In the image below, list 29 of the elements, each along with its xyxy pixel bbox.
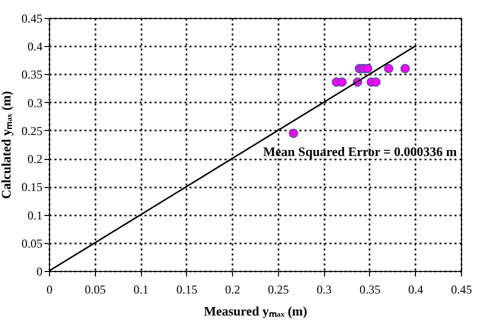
point <box>337 77 347 87</box>
y-tick-label: 0.1 <box>28 208 42 222</box>
x-axis-title: Measured yₘₐₓ (m) <box>204 304 308 318</box>
x-tick-label: 0.1 <box>134 282 149 296</box>
point <box>400 64 410 74</box>
y-tick-label: 0.25 <box>22 124 42 138</box>
y-tick-label: 0.45 <box>22 12 42 26</box>
y-tick-label: 0.2 <box>28 152 42 166</box>
point <box>288 128 298 138</box>
point <box>362 64 372 74</box>
x-tick-label: 0.4 <box>408 282 424 296</box>
x-tick-label: 0 <box>46 282 52 296</box>
y-tick-label: 0.35 <box>22 68 42 82</box>
x-tick-label: 0.2 <box>225 282 240 296</box>
y-tick-label: 0.15 <box>22 180 42 194</box>
x-tick-label: 0.3 <box>316 282 332 296</box>
x-tick-label: 0.45 <box>451 282 472 296</box>
x-tick-label: 0.15 <box>176 282 198 296</box>
annotation: Mean Squared Error = 0.000336 m <box>263 144 458 160</box>
point <box>371 77 381 87</box>
x-tick-label: 0.35 <box>359 282 380 296</box>
x-tick-label: 0.25 <box>268 282 289 296</box>
x-tick-label: 0.05 <box>84 282 106 296</box>
point <box>384 64 394 74</box>
y-tick-label: 0.05 <box>22 236 42 250</box>
y-axis-title: Calculated yₘₐₓ (m) <box>0 91 14 199</box>
y-tick-label: 0 <box>36 264 42 278</box>
y-tick-label: 0.4 <box>28 40 42 54</box>
y-tick-label: 0.3 <box>28 96 42 110</box>
